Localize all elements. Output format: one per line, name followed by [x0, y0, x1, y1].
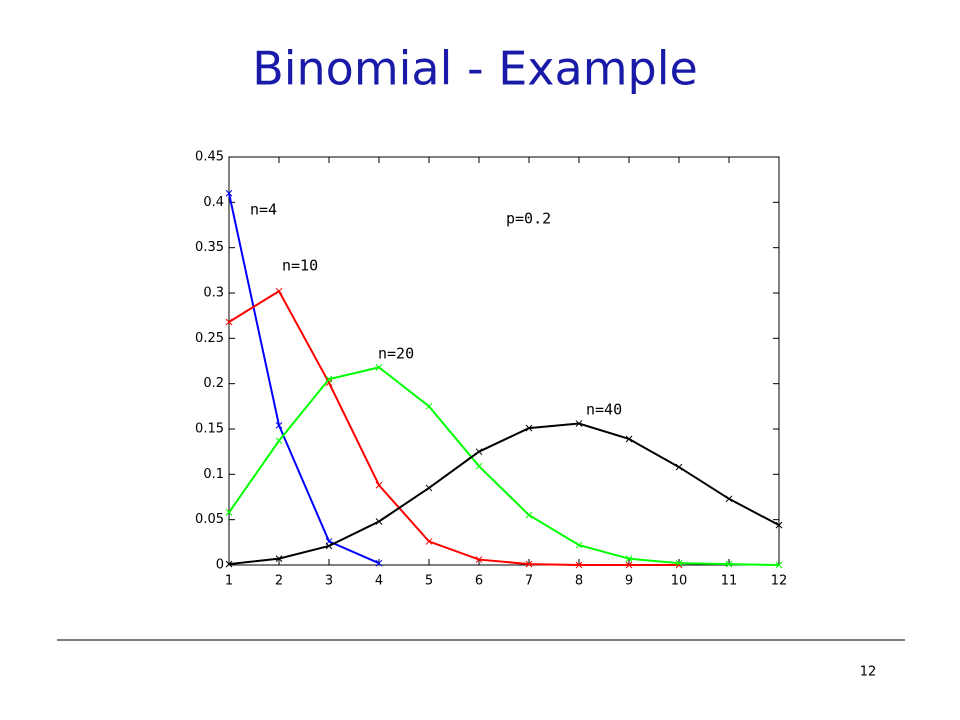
annotation: p=0.2	[506, 210, 551, 228]
point-marker	[325, 375, 333, 383]
x-tick-label: 1	[225, 574, 233, 589]
point-marker	[625, 435, 633, 443]
point-marker	[275, 437, 283, 445]
y-tick-label: 0.05	[195, 512, 224, 527]
x-tick-label: 8	[575, 574, 583, 589]
series-label: n=40	[586, 401, 622, 419]
point-marker	[525, 511, 533, 519]
point-marker	[275, 287, 283, 295]
y-tick-label: 0.2	[203, 376, 224, 391]
point-marker	[225, 189, 233, 197]
point-marker	[575, 541, 583, 549]
series-label: n=20	[378, 345, 414, 363]
plot-frame	[228, 156, 780, 566]
series-label: n=4	[250, 201, 277, 219]
point-marker	[225, 560, 233, 568]
point-marker	[775, 561, 783, 569]
y-tick-label: 0.25	[195, 331, 224, 346]
point-marker	[375, 363, 383, 371]
point-marker	[725, 560, 733, 568]
point-marker	[475, 462, 483, 470]
point-marker	[275, 555, 283, 563]
x-tick-label: 4	[375, 574, 383, 589]
point-marker	[225, 318, 233, 326]
point-marker	[475, 556, 483, 563]
x-tick-label: 7	[525, 574, 533, 589]
x-tick-label: 9	[625, 574, 633, 589]
slide-title: Binomial - Example	[252, 42, 698, 96]
point-marker	[525, 424, 533, 432]
point-marker	[625, 555, 633, 563]
point-marker	[325, 542, 333, 550]
y-tick-label: 0.15	[195, 422, 224, 437]
point-marker	[425, 538, 433, 545]
point-marker	[675, 463, 683, 471]
x-tick-label: 12	[771, 574, 788, 589]
series-line	[228, 422, 780, 566]
point-marker	[525, 560, 533, 568]
series-line	[228, 193, 380, 565]
y-tick-label: 0.1	[203, 467, 224, 482]
series-line	[228, 289, 679, 566]
point-marker	[425, 484, 433, 492]
point-marker	[625, 561, 633, 569]
x-tick-label: 3	[325, 574, 333, 589]
point-marker	[575, 420, 583, 427]
point-marker	[575, 561, 583, 569]
y-tick-label: 0.4	[203, 195, 224, 210]
y-tick-label: 0.45	[195, 150, 224, 165]
point-marker	[425, 402, 433, 410]
point-marker	[725, 495, 733, 503]
point-marker	[375, 559, 383, 567]
x-tick-label: 2	[275, 574, 283, 589]
y-tick-label: 0.3	[203, 286, 224, 301]
point-marker	[375, 481, 383, 489]
point-marker	[275, 422, 283, 429]
point-marker	[775, 521, 783, 529]
point-marker	[675, 559, 683, 567]
x-tick-label: 10	[671, 574, 688, 589]
point-marker	[475, 448, 483, 456]
series-line	[228, 366, 780, 566]
x-tick-label: 6	[475, 574, 483, 589]
point-marker	[225, 509, 233, 516]
y-tick-label: 0	[216, 558, 224, 573]
page-number: 12	[860, 665, 877, 680]
x-tick-label: 11	[721, 574, 738, 589]
point-marker	[375, 518, 383, 525]
series-label: n=10	[282, 257, 318, 275]
x-tick-label: 5	[425, 574, 433, 589]
y-tick-label: 0.35	[195, 240, 224, 255]
